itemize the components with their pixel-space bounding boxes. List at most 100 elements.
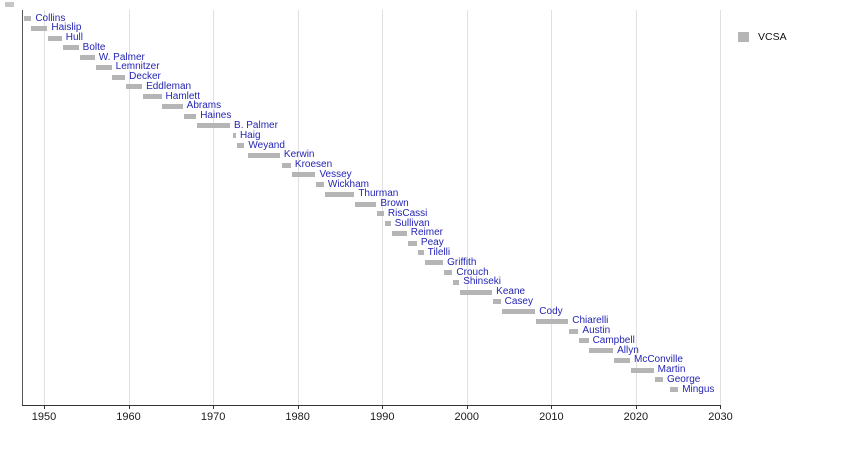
x-tick-2000 [466, 405, 468, 409]
bar-lemnitzer [95, 64, 112, 70]
bar-keane [460, 289, 493, 295]
bar-label-eddleman: Eddleman [146, 80, 192, 92]
bar-label-martin: Martin [657, 364, 686, 376]
bar-label-mingus: Mingus [682, 383, 715, 395]
legend-label: VCSA [758, 31, 787, 43]
bar-label-shinseki: Shinseki [463, 276, 501, 288]
bar-vessey [291, 172, 316, 178]
bar-label-weyand: Weyand [248, 139, 285, 151]
bar-george [654, 377, 663, 383]
bar-chiarelli [536, 318, 569, 324]
x-tick-2030 [720, 405, 722, 409]
gridline-1970 [213, 10, 215, 405]
bar-label-campbell: Campbell [592, 334, 635, 346]
bar-decker [112, 74, 126, 80]
x-tick-label-2010: 2010 [539, 411, 564, 423]
bar-label-chiarelli: Chiarelli [572, 315, 609, 327]
gridline-2030 [720, 10, 722, 405]
bar-haislip [31, 25, 48, 31]
bar-campbell [579, 338, 589, 344]
bar-griffith [424, 260, 444, 266]
bar-label-hull: Hull [65, 32, 83, 44]
bar-austin [569, 328, 579, 334]
x-tick-1950 [44, 405, 45, 409]
bar-label-wickham: Wickham [327, 178, 370, 190]
bar-kerwin [247, 152, 280, 158]
x-tick-2010 [551, 405, 553, 409]
bar-label-reimer: Reimer [410, 227, 443, 239]
x-tick-label-1970: 1970 [200, 411, 226, 423]
bar-riscassi [377, 211, 384, 217]
bar-collins [23, 16, 32, 21]
bar-reimer [391, 230, 407, 236]
bar-label-thurman: Thurman [358, 188, 399, 200]
bar-label-brown: Brown [380, 198, 409, 210]
bar-hull [48, 35, 62, 41]
x-tick-1980 [297, 405, 299, 409]
bar-cody [502, 309, 536, 315]
bar-label-vessey: Vessey [319, 168, 352, 180]
bar-martin [630, 367, 654, 373]
bar-label-haig: Haig [239, 129, 261, 141]
bar-bolte [62, 45, 79, 51]
x-tick-label-2030: 2030 [708, 411, 733, 423]
bar-mingus [669, 387, 679, 393]
bar-shinseki [453, 279, 460, 285]
bar-label-decker: Decker [129, 71, 161, 83]
x-tick-label-2000: 2000 [454, 411, 480, 423]
bar-mcconville [613, 357, 630, 363]
bar-casey [493, 299, 501, 305]
bar-brown [355, 201, 377, 207]
x-axis-line [22, 405, 722, 406]
bar-label-kerwin: Kerwin [283, 149, 315, 161]
bar-abrams [162, 103, 183, 109]
x-tick-1960 [128, 405, 130, 409]
bar-label-griffith: Griffith [447, 256, 477, 268]
bar-label-crouch: Crouch [456, 266, 489, 278]
bar-haig [233, 133, 236, 139]
bar-label-sullivan: Sullivan [394, 217, 430, 229]
gridline-2010 [551, 10, 553, 405]
bar-label-b-palmer: B. Palmer [234, 119, 278, 131]
bar-label-collins: Collins [35, 12, 66, 24]
bar-label-keane: Keane [496, 286, 526, 298]
bar-kroesen [282, 162, 291, 168]
x-tick-label-1950: 1950 [31, 411, 57, 423]
bar-label-lemnitzer: Lemnitzer [115, 61, 160, 73]
bar-wickham [316, 182, 324, 188]
bar-label-allyn: Allyn [617, 344, 639, 356]
bar-b-palmer [197, 123, 231, 129]
gridline-2020 [635, 10, 637, 405]
bar-label-kroesen: Kroesen [294, 159, 333, 171]
x-tick-1990 [382, 405, 384, 409]
x-tick-label-1960: 1960 [116, 411, 141, 423]
gridline-1950 [44, 10, 45, 405]
bar-peay [407, 240, 417, 246]
x-tick-label-1980: 1980 [285, 411, 310, 423]
bar-label-casey: Casey [504, 295, 533, 307]
bar-thurman [324, 191, 355, 197]
bar-label-w-palmer: W. Palmer [98, 51, 145, 63]
gridline-1990 [382, 10, 384, 405]
gridline-1980 [297, 10, 299, 405]
x-tick-2020 [635, 405, 637, 409]
bar-allyn [589, 348, 614, 354]
bar-label-haislip: Haislip [51, 22, 82, 34]
bar-haines [183, 113, 197, 119]
gridline-1960 [128, 10, 130, 405]
bar-weyand [236, 143, 245, 148]
bar-label-haines: Haines [200, 110, 232, 122]
bar-sullivan [384, 221, 391, 227]
legend: VCSA [738, 31, 787, 43]
bar-w-palmer [79, 55, 95, 61]
bar-label-austin: Austin [582, 325, 611, 337]
bar-label-george: George [666, 373, 701, 385]
legend-swatch-icon [738, 32, 749, 42]
bar-label-hamlett: Hamlett [165, 90, 200, 102]
bar-label-riscassi: RisCassi [387, 207, 428, 219]
bar-label-cody: Cody [539, 305, 563, 317]
y-axis-line [22, 10, 23, 405]
x-tick-1970 [213, 405, 215, 409]
